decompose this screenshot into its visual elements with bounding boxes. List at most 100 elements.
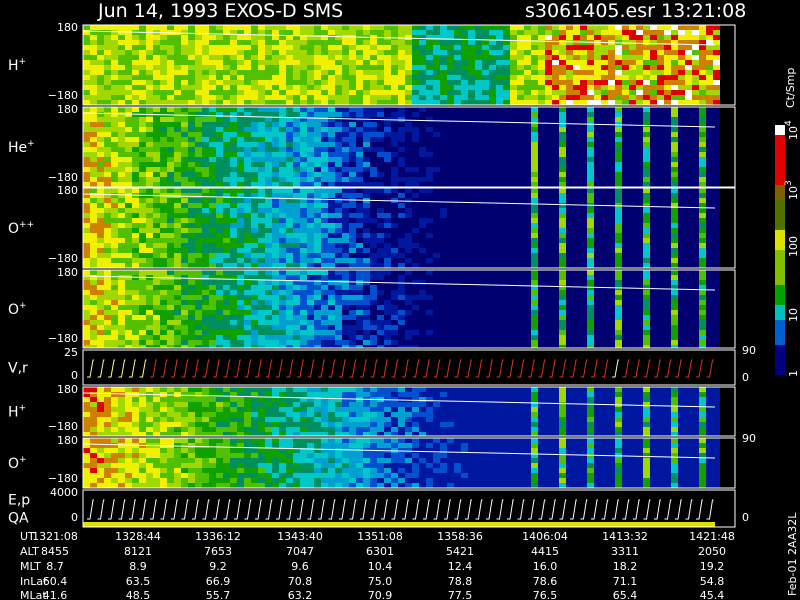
spectrogram-cell <box>706 193 713 198</box>
spectrogram-cell <box>139 188 146 193</box>
spectrogram-cell <box>713 40 720 45</box>
spectrogram-cell <box>153 80 160 85</box>
spectrogram-cell <box>622 112 629 117</box>
spectrogram-cell <box>104 112 111 117</box>
spectrogram-cell <box>475 112 482 117</box>
spectrogram-cell <box>202 152 209 157</box>
spectrogram-cell <box>552 147 559 152</box>
spectrogram-cell <box>440 95 447 100</box>
panel-label-sup: ++ <box>19 220 34 230</box>
spectrogram-cell <box>440 218 447 223</box>
spectrogram-cell <box>433 85 440 90</box>
spectrogram-cell <box>321 157 328 162</box>
spectrogram-cell <box>678 193 685 198</box>
spectrogram-cell <box>174 85 181 90</box>
spectrogram-cell <box>713 238 720 243</box>
spectrogram-cell <box>104 275 111 280</box>
spectrogram-cell <box>314 270 321 275</box>
spectrogram-cell <box>258 208 265 213</box>
spectrogram-cell <box>202 35 209 40</box>
spectrogram-cell <box>188 90 195 95</box>
spectrogram-cell <box>83 290 90 295</box>
spectrogram-cell <box>671 45 678 50</box>
spectrogram-cell <box>398 85 405 90</box>
spectrogram-cell <box>678 35 685 40</box>
spectrogram-cell <box>531 35 538 40</box>
spectrogram-cell <box>300 25 307 30</box>
spectrogram-cell <box>538 188 545 193</box>
spectrogram-cell <box>363 55 370 60</box>
spectrogram-cell <box>146 55 153 60</box>
spectrogram-cell <box>83 223 90 228</box>
spectrogram-cell <box>258 50 265 55</box>
spectrogram-cell <box>384 203 391 208</box>
spectrogram-cell <box>454 70 461 75</box>
spectrogram-cell <box>419 25 426 30</box>
spectrogram-cell <box>356 147 363 152</box>
spectrogram-cell <box>167 40 174 45</box>
spectrogram-cell <box>90 162 97 167</box>
spectrogram-cell <box>370 55 377 60</box>
spectrogram-cell <box>657 40 664 45</box>
spectrogram-cell <box>489 218 496 223</box>
spectrogram-cell <box>83 305 90 310</box>
spectrogram-cell <box>342 203 349 208</box>
spectrogram-cell <box>685 258 692 263</box>
spectrogram-cell <box>489 132 496 137</box>
spectrogram-cell <box>706 60 713 65</box>
spectrogram-cell <box>216 275 223 280</box>
spectrogram-cell <box>209 117 216 122</box>
spectrogram-cell <box>503 157 510 162</box>
spectrogram-cell <box>370 213 377 218</box>
spectrogram-cell <box>321 300 328 305</box>
spectrogram-cell <box>566 218 573 223</box>
spectrogram-cell <box>377 90 384 95</box>
spectrogram-cell <box>174 213 181 218</box>
spectrogram-cell <box>167 248 174 253</box>
spectrogram-cell <box>489 95 496 100</box>
spectrogram-cell <box>132 228 139 233</box>
spectrogram-cell <box>391 203 398 208</box>
spectrogram-cell <box>440 75 447 80</box>
spectrogram-cell <box>573 55 580 60</box>
spectrogram-cell <box>167 310 174 315</box>
spectrogram-cell <box>447 80 454 85</box>
spectrogram-cell <box>195 188 202 193</box>
spectrogram-cell <box>468 213 475 218</box>
spectrogram-cell <box>349 218 356 223</box>
spectrogram-cell <box>146 25 153 30</box>
spectrogram-cell <box>188 295 195 300</box>
spectrogram-cell <box>118 60 125 65</box>
spectrogram-cell <box>384 228 391 233</box>
spectrogram-cell <box>531 188 538 193</box>
spectrogram-cell <box>531 238 538 243</box>
spectrogram-cell <box>377 65 384 70</box>
spectrogram-cell <box>251 95 258 100</box>
spectrogram-cell <box>636 172 643 177</box>
spectrogram-cell <box>405 55 412 60</box>
spectrogram-cell <box>615 248 622 253</box>
spectrogram-cell <box>342 147 349 152</box>
spectrogram-cell <box>706 208 713 213</box>
spectrogram-cell <box>384 172 391 177</box>
spectrogram-cell <box>510 55 517 60</box>
spectrogram-cell <box>426 258 433 263</box>
spectrogram-cell <box>426 75 433 80</box>
spectrogram-cell <box>650 65 657 70</box>
spectrogram-cell <box>629 152 636 157</box>
spectrogram-cell <box>230 233 237 238</box>
spectrogram-cell <box>328 132 335 137</box>
spectrogram-cell <box>468 95 475 100</box>
spectrogram-cell <box>181 335 188 340</box>
spectrogram-cell <box>370 50 377 55</box>
colorbar-unit: Ct/Smp <box>784 68 797 108</box>
spectrogram-cell <box>104 203 111 208</box>
spectrogram-cell <box>650 132 657 137</box>
spectrogram-cell <box>97 193 104 198</box>
spectrogram-cell <box>384 223 391 228</box>
spectrogram-cell <box>650 95 657 100</box>
spectrogram-cell <box>699 157 706 162</box>
spectrogram-cell <box>300 117 307 122</box>
spectrogram-cell <box>272 280 279 285</box>
spectrogram-cell <box>251 213 258 218</box>
